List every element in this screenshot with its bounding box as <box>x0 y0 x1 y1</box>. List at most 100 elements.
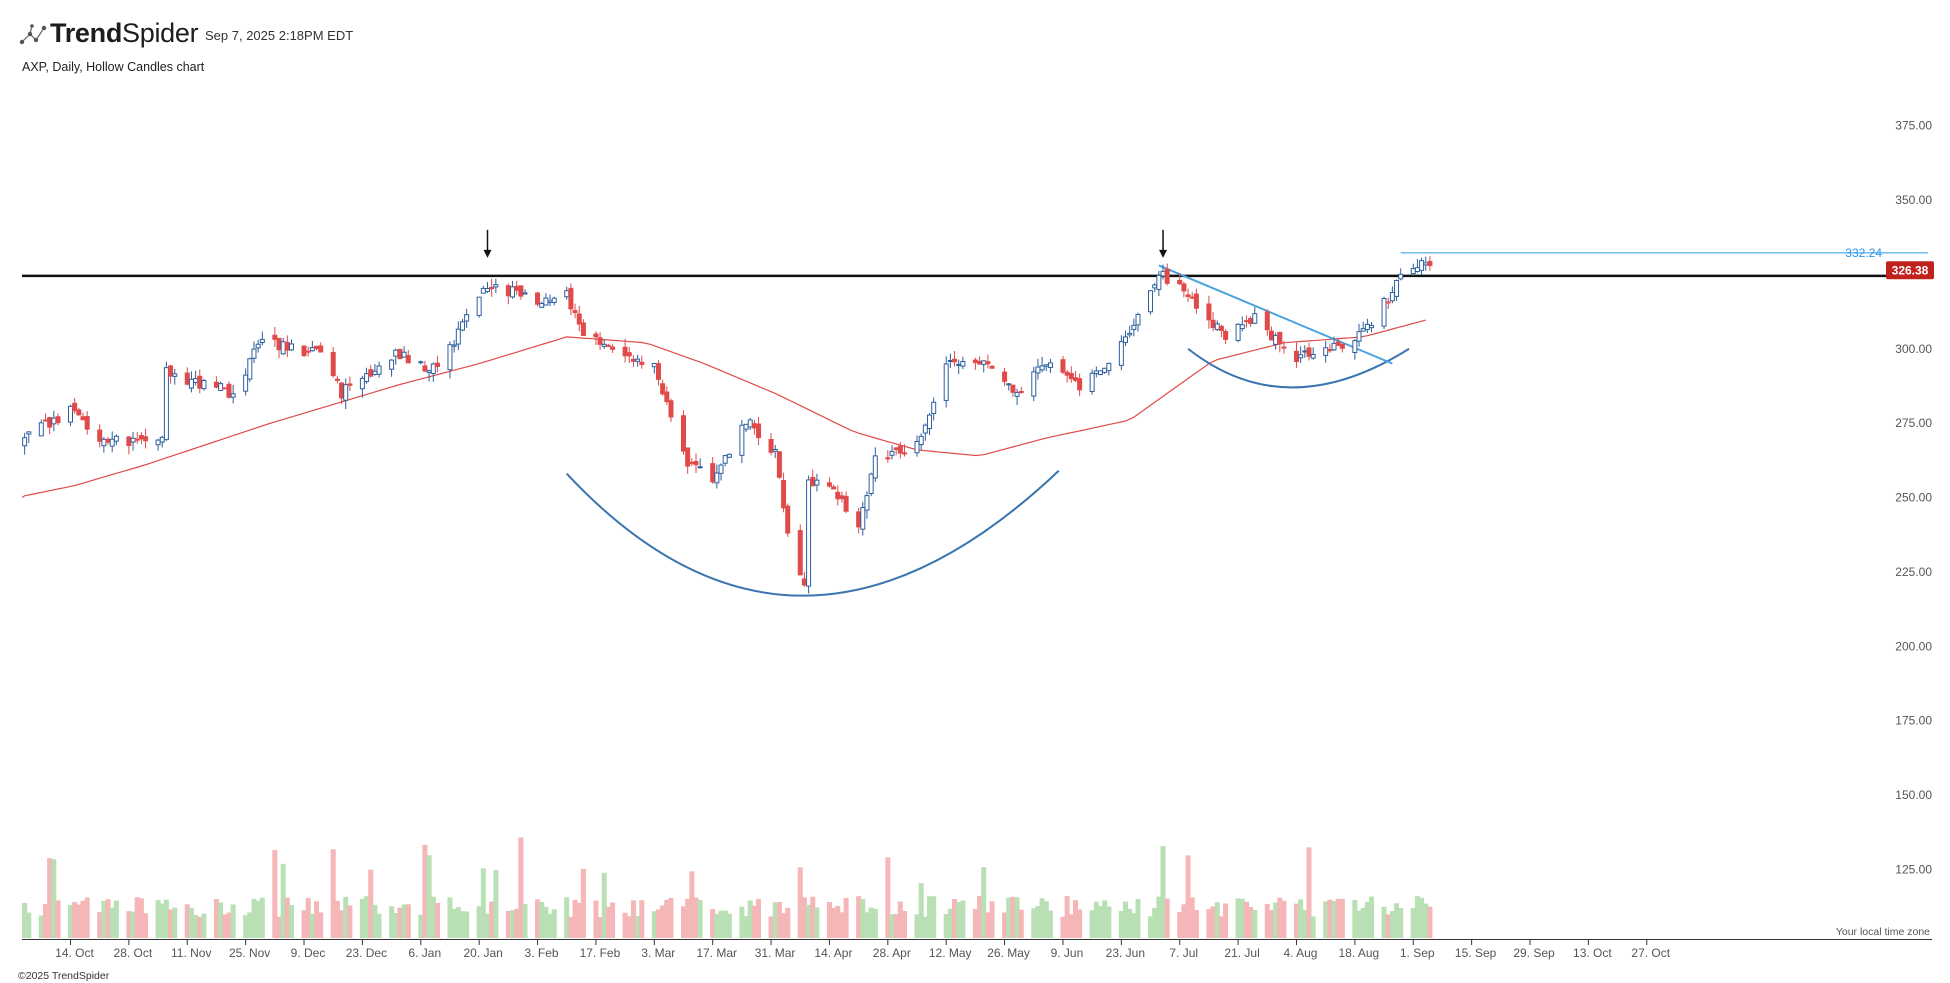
volume-bar <box>797 867 803 938</box>
volume-bar <box>259 897 265 938</box>
volume-bar <box>1356 910 1362 938</box>
candle-body <box>426 370 432 373</box>
volume-bar <box>359 898 365 938</box>
volume-bar <box>476 906 482 938</box>
candle-body <box>105 438 111 443</box>
x-tick-label: 9. Jun <box>1051 946 1084 960</box>
candle-body <box>714 472 720 484</box>
candle-body <box>856 511 862 528</box>
candle-body <box>535 292 541 305</box>
x-tick-label: 23. Jun <box>1106 946 1145 960</box>
volume-bar <box>243 915 249 938</box>
candle-body <box>601 343 607 347</box>
candle-body <box>1131 324 1137 330</box>
volume-bar <box>714 914 720 938</box>
candle-body <box>1206 303 1212 321</box>
volume-bar <box>1089 910 1095 938</box>
candle-body <box>918 435 924 446</box>
candle-body <box>1310 353 1316 359</box>
volume-bar <box>718 910 724 938</box>
volume-bar <box>977 896 983 938</box>
candle-body <box>393 349 399 357</box>
candle-body <box>1323 347 1329 356</box>
x-tick-label: 15. Sep <box>1455 946 1497 960</box>
candle-body <box>1331 342 1337 351</box>
candle-body <box>576 313 582 325</box>
volume-bar <box>334 900 340 938</box>
volume-bar <box>1189 897 1195 938</box>
volume-bar <box>505 910 511 938</box>
volume-bar <box>972 908 978 938</box>
volume-bar <box>84 897 90 938</box>
candle-body <box>1414 267 1420 273</box>
candle-body <box>1064 371 1070 376</box>
candle-body <box>931 401 937 415</box>
candle-body <box>485 288 490 293</box>
candle-body <box>401 351 407 358</box>
candle-body <box>551 297 557 303</box>
candle-body <box>1210 319 1216 329</box>
candle-body <box>1160 270 1166 277</box>
candle-body <box>305 350 311 353</box>
volume-bar <box>1127 908 1133 938</box>
candle-body <box>1164 268 1170 284</box>
candle-body <box>1018 390 1024 393</box>
candle-body <box>1427 260 1433 267</box>
volume-bar <box>130 911 136 938</box>
candle-body <box>368 369 374 377</box>
candle-body <box>689 461 695 464</box>
candle-body <box>1089 372 1095 393</box>
volume-bars <box>22 837 1433 938</box>
candle-body <box>314 345 320 350</box>
candle-body <box>772 448 778 452</box>
x-tick-label: 28. Apr <box>873 946 911 960</box>
volume-bar <box>1106 906 1112 938</box>
volume-bar <box>426 855 432 938</box>
candle-body <box>284 341 290 351</box>
x-tick-label: 28. Oct <box>114 946 153 960</box>
candle-body <box>1298 354 1304 359</box>
volume-bar <box>768 916 774 938</box>
volume-bar <box>889 914 895 938</box>
candle-body <box>726 453 732 458</box>
candle-body <box>397 348 403 360</box>
volume-bar <box>1018 909 1024 938</box>
volume-bar <box>343 896 349 938</box>
volume-bar <box>272 850 278 938</box>
volume-bar <box>1248 906 1254 938</box>
candle-body <box>1093 370 1099 375</box>
volume-bar <box>956 902 962 938</box>
volume-bar <box>1327 899 1333 938</box>
candle-body <box>972 359 978 364</box>
candle-body <box>722 455 728 464</box>
volume-bar <box>1156 896 1162 938</box>
candle-body <box>226 383 232 398</box>
x-tick-label: 9. Dec <box>291 946 326 960</box>
candle-body <box>1277 331 1283 345</box>
price-labels: 332.24 326.38 <box>1845 246 1934 280</box>
candle-body <box>801 578 807 586</box>
volume-bar <box>806 904 812 938</box>
candle-body <box>230 393 236 398</box>
candle-body <box>289 343 295 351</box>
volume-bar <box>981 867 987 938</box>
y-tick-label: 375.00 <box>1895 119 1932 133</box>
candle-body <box>514 285 520 291</box>
candle-body <box>1097 370 1103 375</box>
candle-body <box>447 344 453 371</box>
volume-bar <box>1035 905 1041 938</box>
trendspider-logo-icon <box>19 24 47 45</box>
candle-body <box>922 424 928 434</box>
volume-bar <box>1006 897 1012 938</box>
volume-bar <box>580 868 586 938</box>
candle-body <box>1002 371 1008 382</box>
candle-body <box>660 383 666 395</box>
volume-bar <box>1306 847 1312 938</box>
volume-bar <box>1014 897 1020 938</box>
candle-body <box>364 373 370 382</box>
volume-bar <box>1102 900 1108 938</box>
volume-bar <box>710 909 716 938</box>
volume-bar <box>184 904 190 938</box>
volume-bar <box>76 904 82 938</box>
